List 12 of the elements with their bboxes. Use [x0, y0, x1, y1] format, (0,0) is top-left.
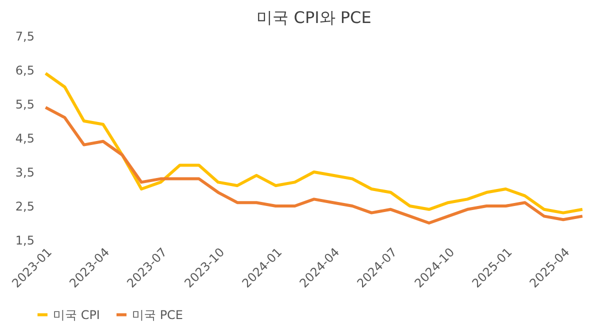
line-series	[44, 106, 584, 224]
legend-label: 미국 CPI	[53, 308, 100, 322]
y-tick-label: 1,5	[15, 234, 34, 248]
y-tick-label: 6,5	[15, 64, 34, 78]
y-tick-label: 2,5	[15, 200, 34, 214]
line-series	[44, 72, 584, 214]
y-tick-label: 5,5	[15, 98, 34, 112]
y-tick-label: 7,5	[15, 30, 34, 44]
legend-label: 미국 PCE	[132, 308, 184, 322]
chart-title: 미국 CPI와 PCE	[256, 8, 372, 27]
y-tick-label: 4,5	[15, 132, 34, 146]
y-tick-label: 3,5	[15, 166, 34, 180]
